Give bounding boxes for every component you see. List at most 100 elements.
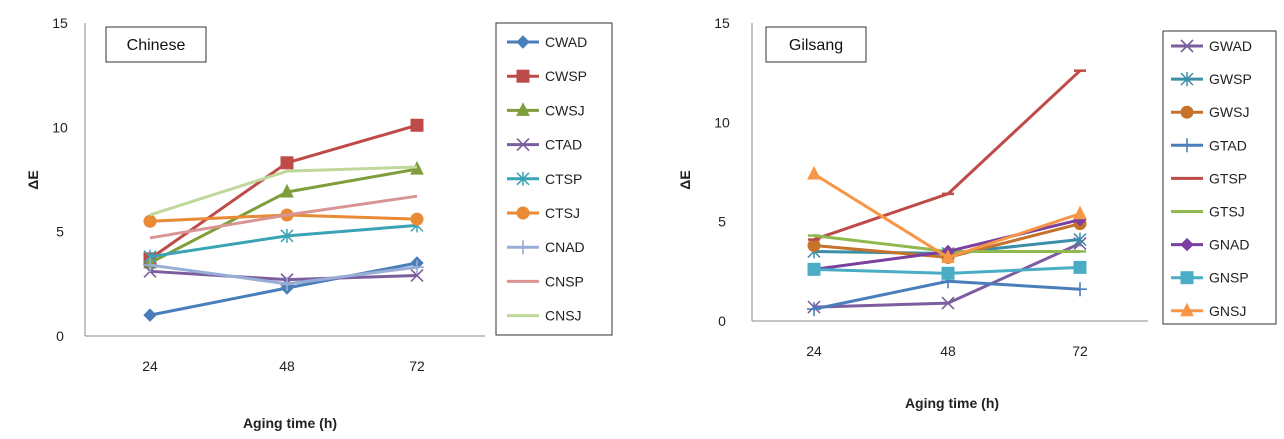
legend-label: GWAD — [1209, 38, 1252, 54]
legend-marker — [516, 171, 530, 186]
legend-label: CWAD — [545, 34, 587, 50]
legend-marker — [1180, 105, 1194, 119]
legend-marker — [1180, 302, 1194, 317]
series-cnsj — [149, 165, 418, 217]
x-tick-label: 24 — [806, 343, 822, 359]
series-cnad — [143, 258, 424, 291]
legend-item-ctsp: CTSP — [507, 171, 582, 187]
series-line-cnsp — [149, 194, 418, 240]
legend-marker — [516, 102, 530, 116]
data-point-cwsp — [280, 156, 294, 170]
legend-marker — [516, 206, 530, 220]
legend-item-cnsp: CNSP — [507, 273, 584, 289]
legend-label: CWSP — [545, 68, 587, 84]
legend-item-gnad: GNAD — [1171, 237, 1249, 253]
legend-label: CTSJ — [545, 205, 580, 221]
legend-label: GTSP — [1209, 170, 1247, 186]
x-tick-label: 48 — [279, 358, 295, 374]
y-tick-label: 15 — [52, 15, 68, 31]
legend-item-cwsp: CWSP — [507, 68, 587, 84]
y-tick-label: 0 — [718, 313, 726, 329]
data-point-ctad — [410, 268, 424, 283]
series-cwad — [143, 256, 424, 322]
title-box — [105, 26, 207, 63]
legend-marker — [516, 240, 530, 255]
data-point-cwad — [143, 308, 157, 322]
legend-marker — [1180, 39, 1194, 53]
series-line-cnsj — [149, 165, 418, 217]
series-gtsp — [808, 69, 1086, 241]
data-point-gtad — [1073, 282, 1087, 297]
chart-title: Chinese — [127, 37, 186, 54]
y-axis-title: ΔE — [25, 170, 41, 189]
legend-marker — [1180, 138, 1194, 153]
data-point-cwsp — [410, 118, 424, 132]
data-point-gwad — [941, 296, 955, 310]
legend-marker — [516, 35, 530, 49]
series-ctsj — [143, 208, 424, 228]
legend-label: CNAD — [545, 239, 585, 255]
legend-label: CWSJ — [545, 102, 585, 118]
y-tick-label: 15 — [714, 15, 730, 31]
data-point-gnsp — [941, 266, 955, 280]
legend-label: CNSP — [545, 273, 584, 289]
x-tick-label: 48 — [940, 343, 956, 359]
legend-label: GNSJ — [1209, 303, 1246, 319]
series-gnsj — [807, 165, 1087, 263]
legend-label: GNSP — [1209, 270, 1249, 286]
data-point-gnsp — [807, 262, 821, 276]
series-ctsp — [143, 218, 424, 264]
y-tick-label: 5 — [56, 224, 64, 240]
data-point-gwsp — [1073, 232, 1087, 247]
legend-label: GWSP — [1209, 71, 1252, 87]
legend-marker — [1180, 237, 1194, 252]
x-tick-label: 72 — [409, 358, 425, 374]
legend-item-gtad: GTAD — [1171, 137, 1247, 153]
legend-marker — [1180, 271, 1194, 285]
y-tick-label: 5 — [718, 214, 726, 230]
data-point-gnsj — [1073, 205, 1087, 220]
legend-item-cwad: CWAD — [507, 34, 587, 50]
legend-label: GTAD — [1209, 137, 1247, 153]
legend-item-cnad: CNAD — [507, 239, 585, 255]
legend-item-ctad: CTAD — [507, 137, 582, 153]
legend-label: CTAD — [545, 137, 582, 153]
data-point-ctsp — [280, 228, 294, 243]
data-point-cnad — [143, 258, 157, 273]
legend-item-gwad: GWAD — [1171, 38, 1252, 54]
title-box — [765, 26, 867, 63]
data-point-cnad — [410, 260, 424, 275]
legend-label: GNAD — [1209, 237, 1249, 253]
y-tick-label: 10 — [714, 114, 730, 130]
legend-label: CNSJ — [545, 308, 582, 324]
data-point-gnsp — [1073, 260, 1087, 274]
y-tick-label: 10 — [52, 119, 68, 135]
legend-item-cnsj: CNSJ — [507, 308, 582, 324]
chart-title: Gilsang — [789, 37, 843, 54]
legend-item-ctsj: CTSJ — [507, 205, 580, 221]
legend-label: GTSJ — [1209, 204, 1245, 220]
series-line-gtsp — [813, 69, 1082, 241]
legend-item-gtsj: GTSJ — [1171, 204, 1245, 220]
y-tick-label: 0 — [56, 328, 64, 344]
series-gtad — [807, 274, 1087, 317]
legend-item-gwsp: GWSP — [1171, 71, 1252, 87]
series-gnsp — [807, 260, 1087, 280]
x-tick-label: 24 — [142, 358, 158, 374]
data-point-ctsj — [143, 214, 157, 228]
legend-item-gwsj: GWSJ — [1171, 104, 1249, 120]
x-tick-label: 72 — [1072, 343, 1088, 359]
data-point-ctsj — [410, 212, 424, 226]
legend-item-gtsp: GTSP — [1171, 170, 1247, 186]
legend-label: CTSP — [545, 171, 582, 187]
legend-marker — [516, 138, 530, 152]
legend-item-cwsj: CWSJ — [507, 102, 585, 118]
data-point-cwsj — [280, 183, 294, 198]
x-axis-title: Aging time (h) — [905, 395, 999, 411]
data-point-gnsj — [807, 165, 821, 180]
legend-marker — [1180, 72, 1194, 87]
x-axis-title: Aging time (h) — [243, 415, 337, 431]
